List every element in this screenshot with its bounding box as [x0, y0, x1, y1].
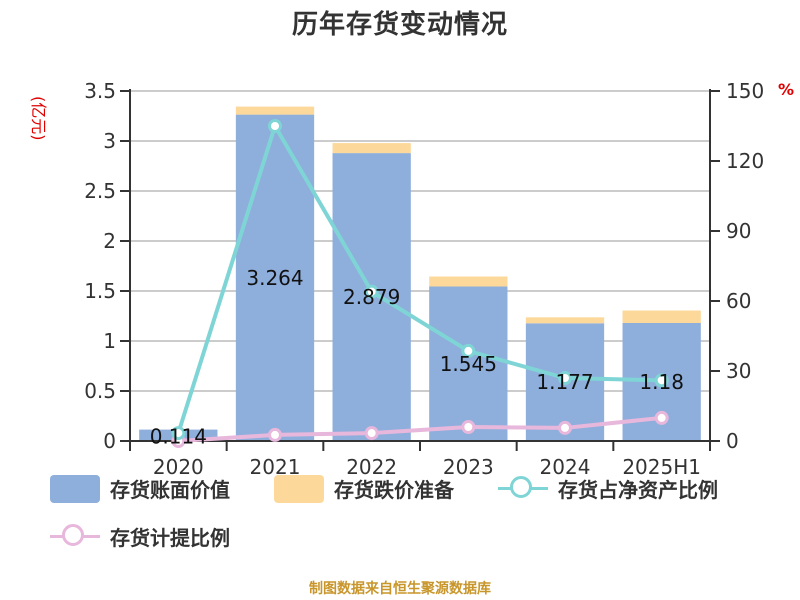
- x-tick-label: 2023: [443, 455, 494, 479]
- left-tick-label: 2: [103, 229, 116, 253]
- bar-impairment: [429, 276, 508, 287]
- provision-ratio-point: [558, 420, 572, 435]
- net-asset-ratio-point: [558, 371, 572, 385]
- right-tick-label: 60: [726, 289, 751, 313]
- left-tick-label: 1: [103, 329, 116, 353]
- provision-ratio-point: [654, 410, 669, 425]
- right-tick-label: 120: [726, 149, 764, 173]
- data-labels: 0.114 3.264 2.879 1.545 1.177 1.18: [150, 266, 684, 449]
- bar-impairment: [622, 310, 701, 323]
- bar-impairment: [235, 106, 315, 115]
- legend-label: 存货账面价值: [110, 478, 230, 502]
- gridlines: [130, 90, 710, 392]
- provision-ratio-point: [461, 420, 476, 434]
- x-tick-label: 2024: [540, 455, 591, 479]
- lines: [171, 119, 669, 448]
- x-tick-label: 2020: [153, 455, 204, 479]
- bar-book-value: [429, 286, 508, 441]
- legend-label: 存货占净资产比例: [558, 478, 718, 502]
- net-asset-ratio-point: [461, 343, 476, 358]
- legend-swatch-impairment: [274, 474, 324, 503]
- provision-ratio-point: [364, 426, 379, 441]
- legend-item-net-asset-ratio[interactable]: 存货占净资产比例: [498, 474, 718, 503]
- legend-swatch-book-value: [50, 474, 100, 503]
- legend-label: 存货计提比例: [110, 526, 230, 550]
- right-tick-label: 90: [726, 219, 751, 243]
- bar-value-label: 1.177: [536, 370, 593, 394]
- left-tick-label: 2.5: [84, 179, 116, 203]
- left-tick-label: 0: [103, 429, 116, 453]
- legend-line-marker-icon: [498, 475, 548, 503]
- legend-line-marker-icon: [50, 523, 100, 551]
- right-tick-label: 30: [726, 359, 751, 383]
- left-tick-label: 3: [103, 129, 116, 153]
- provision-ratio-point: [268, 427, 282, 442]
- net-asset-ratio-point: [654, 373, 669, 388]
- chart-title: 历年存货变动情况: [291, 10, 508, 40]
- net-asset-ratio-point: [171, 426, 186, 441]
- bar-value-label: 2.879: [343, 285, 400, 309]
- legend-label: 存货跌价准备: [334, 478, 454, 502]
- legend-item-provision-ratio[interactable]: 存货计提比例: [50, 522, 230, 551]
- net-asset-ratio-line: [176, 124, 662, 434]
- legend-item-impairment[interactable]: 存货跌价准备: [274, 474, 454, 503]
- right-tick-label: 150: [726, 79, 764, 103]
- bar-impairment: [525, 317, 605, 324]
- bars: [139, 106, 701, 441]
- bar-value-label: 0.114: [150, 425, 207, 449]
- right-tick-label: 0: [726, 429, 739, 453]
- legend-item-book-value[interactable]: 存货账面价值: [50, 474, 230, 503]
- right-axis-unit: %: [778, 80, 795, 99]
- net-asset-ratio-point: [268, 119, 282, 133]
- net-asset-ratio-point: [364, 284, 379, 299]
- x-tick-label: 2022: [346, 455, 397, 479]
- bar-value-label: 1.545: [440, 352, 497, 376]
- left-tick-label: 3.5: [84, 79, 116, 103]
- bar-value-label: 3.264: [246, 266, 303, 290]
- x-tick-label: 2025H1: [622, 455, 701, 479]
- source-footer: 制图数据来自恒生聚源数据库: [309, 581, 491, 597]
- left-tick-label: 1.5: [84, 279, 116, 303]
- left-tick-label: 0.5: [84, 379, 116, 403]
- bar-impairment: [332, 143, 411, 154]
- provision-ratio-line: [178, 415, 662, 443]
- bar-value-label: 1.18: [639, 370, 684, 394]
